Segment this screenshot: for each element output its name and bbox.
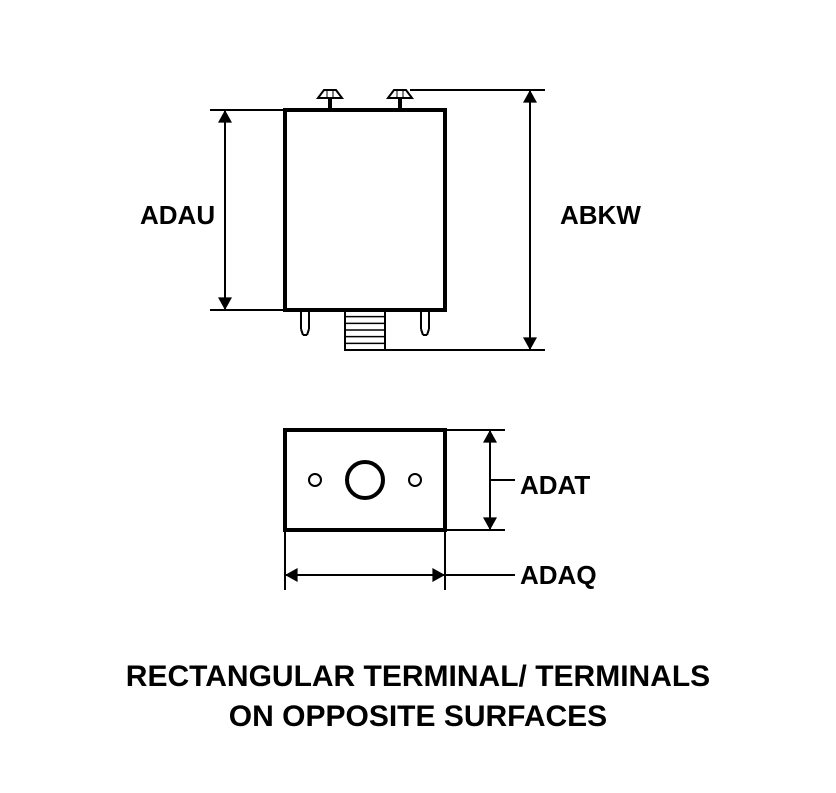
label-abkw: ABKW bbox=[560, 200, 641, 231]
label-adau: ADAU bbox=[140, 200, 215, 231]
caption-line-1: RECTANGULAR TERMINAL/ TERMINALS bbox=[0, 660, 836, 694]
caption-line-2: ON OPPOSITE SURFACES bbox=[0, 700, 836, 734]
label-adaq: ADAQ bbox=[520, 560, 597, 591]
label-adat: ADAT bbox=[520, 470, 590, 501]
diagram-container: ADAU ABKW ADAT ADAQ RECTANGULAR TERMINAL… bbox=[0, 0, 836, 793]
